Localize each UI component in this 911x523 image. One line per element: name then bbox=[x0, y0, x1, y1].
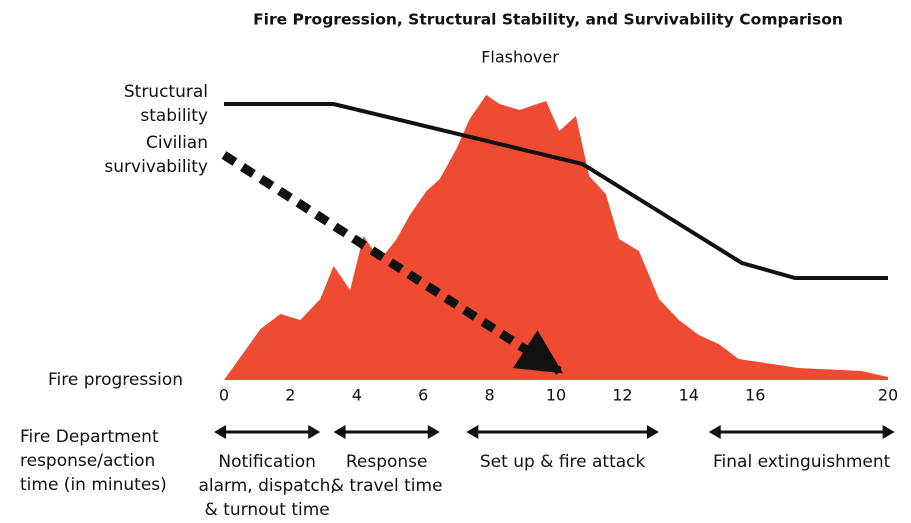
arrow-head bbox=[428, 425, 440, 439]
annotation: Flashover bbox=[481, 48, 559, 67]
x-tick-label: 0 bbox=[219, 386, 229, 405]
series-label: Fire progression bbox=[48, 368, 183, 392]
x-tick-label: 2 bbox=[285, 386, 295, 405]
phase-label: Response & travel time bbox=[287, 450, 487, 498]
x-tick-label: 20 bbox=[878, 386, 898, 405]
x-tick-label: 6 bbox=[418, 386, 428, 405]
fire-area bbox=[224, 95, 888, 380]
series-label: Civilian survivability bbox=[104, 131, 208, 179]
page: Fire Progression, Structural Stability, … bbox=[0, 0, 911, 523]
series-label: Structural stability bbox=[124, 80, 208, 128]
phase-label: Final extinguishment bbox=[702, 450, 902, 474]
chart-title: Fire Progression, Structural Stability, … bbox=[253, 11, 843, 29]
arrow-head bbox=[647, 425, 659, 439]
x-tick-label: 14 bbox=[679, 386, 699, 405]
arrow-head bbox=[466, 425, 478, 439]
x-tick-label: 16 bbox=[745, 386, 765, 405]
phase-label: Set up & fire attack bbox=[463, 450, 663, 474]
x-tick-label: 8 bbox=[485, 386, 495, 405]
x-tick-label: 10 bbox=[546, 386, 566, 405]
arrow-head bbox=[334, 425, 346, 439]
arrow-head bbox=[709, 425, 721, 439]
x-tick-label: 4 bbox=[352, 386, 362, 405]
arrow-head bbox=[883, 425, 895, 439]
x-axis-label: Fire Department response/action time (in… bbox=[20, 425, 167, 497]
arrow-head bbox=[214, 425, 226, 439]
arrow-head bbox=[308, 425, 320, 439]
x-tick-label: 12 bbox=[612, 386, 632, 405]
